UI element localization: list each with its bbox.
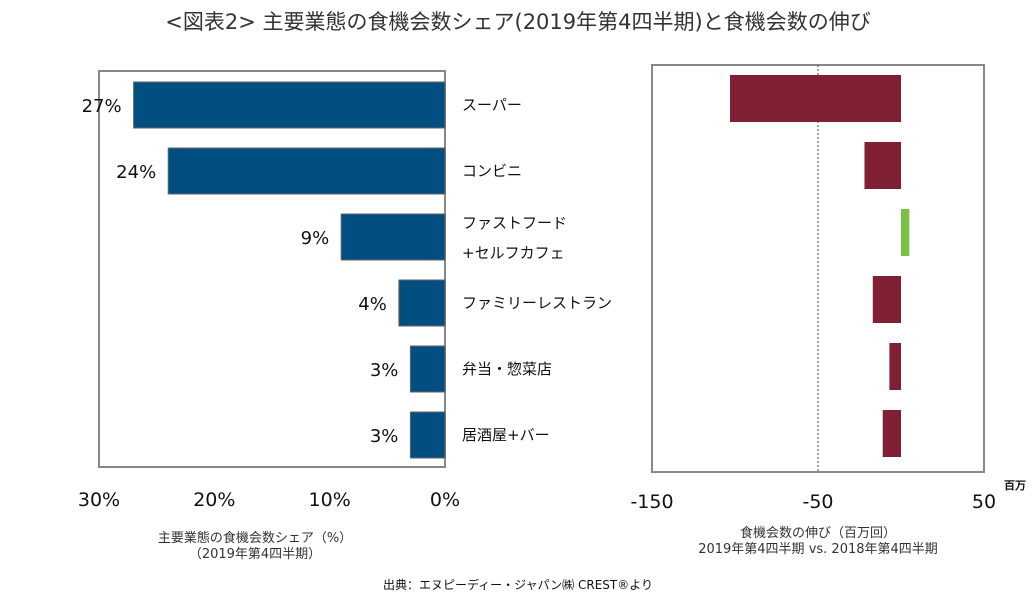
category-label: スーパー (462, 96, 522, 114)
share-bar (398, 279, 446, 327)
growth-bar (901, 209, 910, 256)
category-label: ファミリーレストラン (462, 294, 612, 312)
growth-chart: -150 -50 50 百万 食機会数の伸び（百万回） 2019年第4四半期 vs.… (630, 64, 1026, 557)
share-tick-label: 10% (309, 489, 351, 511)
share-axis-label-line-2: （2019年第4四半期） (189, 547, 321, 562)
category-label: 居酒屋+バー (462, 426, 550, 444)
share-data-label: 27% (82, 96, 122, 117)
growth-bar (872, 276, 901, 323)
category-label: ファストフード (462, 214, 567, 232)
share-data-label: 9% (301, 228, 330, 249)
growth-bar (864, 142, 901, 189)
growth-bar (730, 75, 901, 122)
growth-bar (889, 343, 901, 390)
growth-bar (882, 410, 901, 457)
source-note: 出典：エヌピーディー・ジャパン㈱ CREST®より (383, 578, 653, 592)
growth-tick-label: 50 (972, 491, 996, 513)
category-label: 弁当・惣菜店 (462, 360, 552, 378)
growth-axis-label-line-2: 2019年第4四半期 vs. 2018年第4四半期 (698, 542, 938, 557)
share-chart: 27% 24% 9% 4% 3% 3% 30% 20% 10% 0% 主要業態の食機会数シェア（… (78, 70, 460, 562)
growth-unit-label: 百万 (1004, 479, 1026, 492)
share-bar (409, 345, 446, 393)
share-data-label: 3% (370, 426, 399, 447)
growth-tick-label: -150 (630, 491, 673, 513)
share-bar (133, 81, 446, 129)
share-tick-label: 30% (78, 489, 120, 511)
share-tick-label: 0% (430, 489, 460, 511)
share-axis-label-line-1: 主要業態の食機会数シェア（%） (158, 530, 352, 546)
share-bar (167, 147, 446, 195)
growth-axis-label-line-1: 食機会数の伸び（百万回） (740, 525, 896, 541)
share-data-label: 24% (116, 162, 156, 183)
share-bar (340, 213, 446, 261)
share-tick-label: 20% (193, 489, 235, 511)
category-label: コンビニ (462, 162, 522, 180)
chart-title: <図表2> 主要業態の食機会数シェア(2019年第4四半期)と食機会数の伸び (165, 10, 871, 34)
share-bar (409, 411, 446, 459)
share-plot-frame (98, 70, 446, 468)
growth-tick-label: -50 (802, 491, 833, 513)
category-label: +セルフカフェ (462, 244, 565, 262)
share-data-label: 4% (358, 294, 387, 315)
share-data-label: 3% (370, 360, 399, 381)
